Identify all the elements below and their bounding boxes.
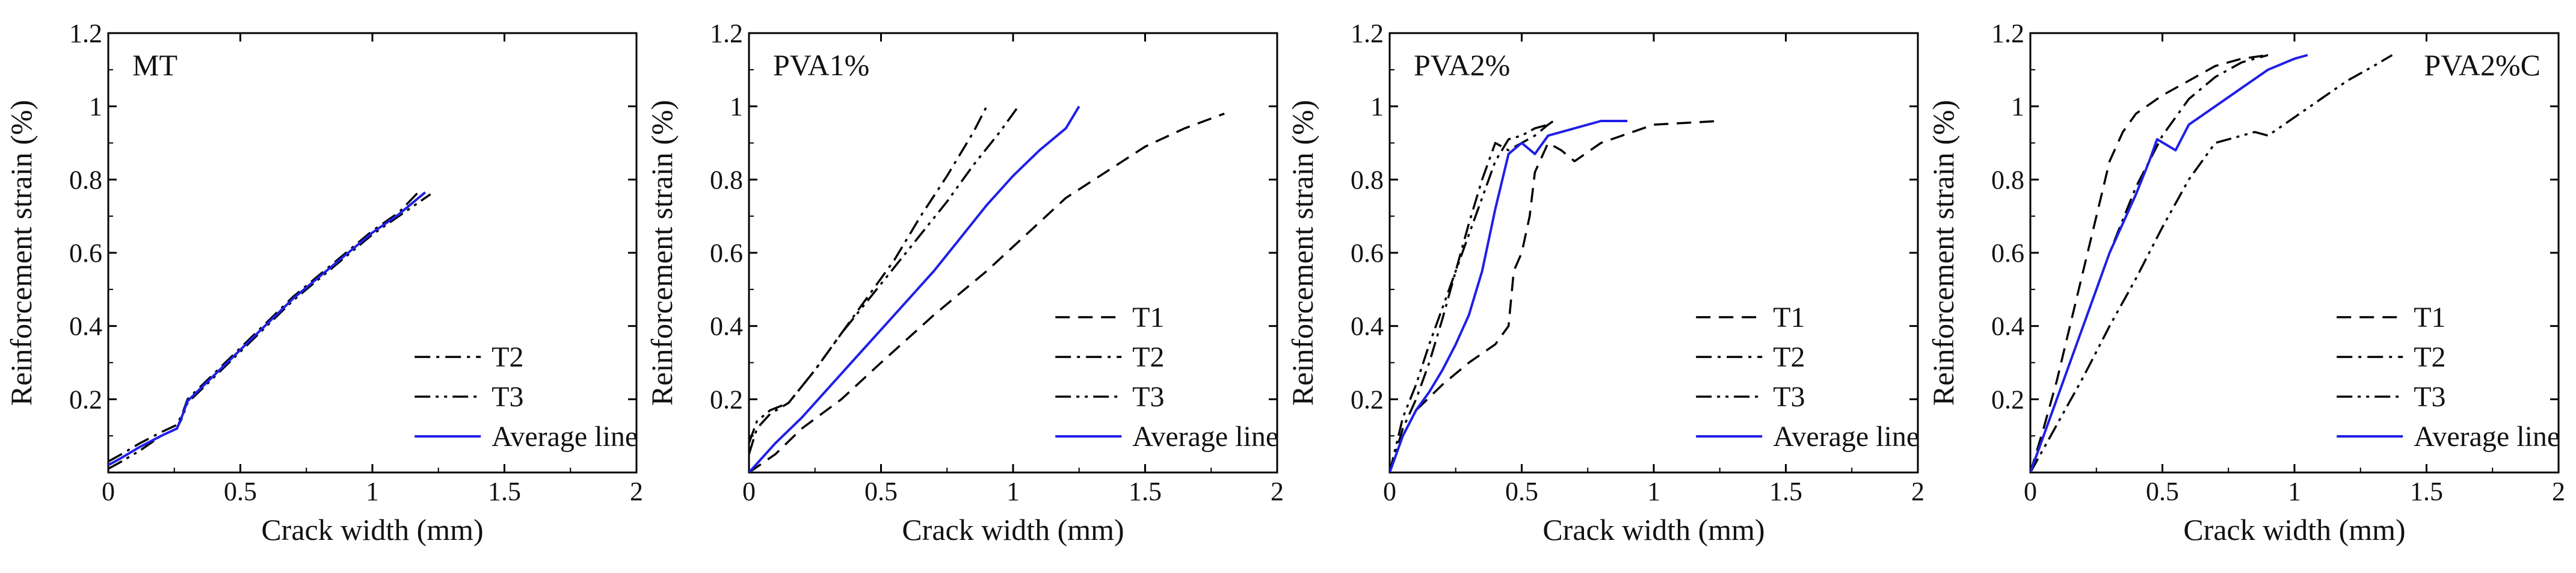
y-tick-label: 1 <box>730 92 743 122</box>
series-line-t1 <box>1390 120 1720 472</box>
legend-label: T2 <box>2414 341 2445 373</box>
series-line-t3 <box>108 193 431 470</box>
y-tick-label: 0.8 <box>1351 165 1384 194</box>
x-axis-label: Crack width (mm) <box>902 513 1124 547</box>
series-line-t2 <box>1390 120 1555 472</box>
legend-label: Average line <box>1773 421 1919 453</box>
x-tick-label: 1 <box>1647 477 1660 506</box>
y-axis-label: Reinforcement strain (%) <box>1286 100 1319 406</box>
y-axis-label: Reinforcement strain (%) <box>1926 100 1960 406</box>
legend-label: T2 <box>491 341 523 373</box>
chart-panel-4: 0 0.5 1 1.5 2 0.2 0.4 0.6 0.8 1 1.2 Crack width (mm… <box>1926 19 2565 547</box>
x-axis-label: Crack width (mm) <box>1542 513 1764 547</box>
y-tick-label: 0.4 <box>1351 312 1384 341</box>
x-tick-label: 2 <box>630 477 643 506</box>
series-line-average-line <box>1390 120 1628 472</box>
x-tick-label: 0.5 <box>864 477 898 506</box>
legend-label: Average line <box>1132 421 1278 453</box>
y-tick-label: 1 <box>89 92 102 122</box>
x-tick-label: 0.5 <box>2146 477 2179 506</box>
y-tick-label: 0.4 <box>69 312 102 341</box>
series-line-average-line <box>2030 54 2308 472</box>
y-tick-label: 0.8 <box>710 165 743 194</box>
series-line-t1 <box>2030 54 2269 472</box>
x-tick-label: 0 <box>2024 477 2037 506</box>
x-tick-label: 0 <box>742 477 756 506</box>
series-line-t3 <box>1390 123 1548 472</box>
x-tick-label: 0.5 <box>1505 477 1538 506</box>
chart-panel-3: 0 0.5 1 1.5 2 0.2 0.4 0.6 0.8 1 1.2 Crack width (mm… <box>1286 19 1924 547</box>
chart-panel-1: 0 0.5 1 1.5 2 0.2 0.4 0.6 0.8 1 1.2 Crack width (mm… <box>4 19 643 547</box>
panel-title: PVA2% <box>1414 48 1510 82</box>
legend-label: T3 <box>491 381 523 413</box>
y-tick-label: 0.4 <box>1991 312 2024 341</box>
legend-label: T3 <box>2414 381 2445 413</box>
y-tick-label: 1.2 <box>1991 19 2024 48</box>
legend-label: T2 <box>1773 341 1805 373</box>
y-tick-label: 0.2 <box>69 385 102 414</box>
y-tick-label: 0.6 <box>710 238 743 268</box>
legend-label: T3 <box>1773 381 1805 413</box>
plot-frame <box>748 32 1278 474</box>
series-line-average-line <box>108 191 427 466</box>
y-tick-label: 1 <box>1370 92 1384 122</box>
series-line-t2 <box>108 190 421 463</box>
legend-label: T1 <box>1132 302 1164 333</box>
x-tick-label: 1 <box>366 477 379 506</box>
series-line-t3 <box>749 105 1020 444</box>
y-tick-label: 0.4 <box>710 312 743 341</box>
y-tick-label: 0.6 <box>1991 238 2024 268</box>
x-tick-label: 0 <box>1383 477 1396 506</box>
x-axis-label: Crack width (mm) <box>2183 513 2405 547</box>
y-tick-label: 1.2 <box>710 19 743 48</box>
legend-label: T1 <box>2414 302 2445 333</box>
x-tick-label: 1 <box>2288 477 2301 506</box>
panel-title: MT <box>132 48 177 82</box>
x-tick-label: 1.5 <box>1769 477 1802 506</box>
x-tick-label: 1.5 <box>2410 477 2443 506</box>
y-tick-label: 0.8 <box>1991 165 2024 194</box>
series-line-t2 <box>749 105 988 455</box>
series-line-average-line <box>749 105 1080 472</box>
chart-panel-2: 0 0.5 1 1.5 2 0.2 0.4 0.6 0.8 1 1.2 Crack width (mm… <box>645 19 1284 547</box>
legend-label: T1 <box>1773 302 1805 333</box>
series-line-t2 <box>2030 54 2269 472</box>
plot-frame <box>107 32 638 474</box>
y-tick-label: 0.2 <box>1351 385 1384 414</box>
y-tick-label: 0.6 <box>1351 238 1384 268</box>
y-tick-label: 1.2 <box>69 19 102 48</box>
legend-label: T2 <box>1132 341 1164 373</box>
series-line-t3 <box>2030 54 2393 472</box>
series-line-t1 <box>749 113 1225 472</box>
x-tick-label: 2 <box>2552 477 2565 506</box>
x-tick-label: 0.5 <box>224 477 257 506</box>
panel-title: PVA2%C <box>2424 48 2541 82</box>
legend-label: Average line <box>491 421 638 453</box>
y-tick-label: 1.2 <box>1351 19 1384 48</box>
panel-title: PVA1% <box>773 48 869 82</box>
y-axis-label: Reinforcement strain (%) <box>645 100 679 406</box>
plot-frame <box>1388 32 1919 474</box>
y-axis-label: Reinforcement strain (%) <box>4 100 38 406</box>
x-tick-label: 1.5 <box>488 477 521 506</box>
y-tick-label: 1 <box>2011 92 2024 122</box>
y-tick-label: 0.2 <box>710 385 743 414</box>
y-tick-label: 0.8 <box>69 165 102 194</box>
x-axis-label: Crack width (mm) <box>261 513 483 547</box>
x-tick-label: 0 <box>102 477 115 506</box>
legend-label: T3 <box>1132 381 1164 413</box>
y-tick-label: 0.6 <box>69 238 102 268</box>
y-tick-label: 0.2 <box>1991 385 2024 414</box>
x-tick-label: 2 <box>1911 477 1924 506</box>
legend-label: Average line <box>2414 421 2560 453</box>
x-tick-label: 1 <box>1006 477 1020 506</box>
x-tick-label: 2 <box>1271 477 1284 506</box>
x-tick-label: 1.5 <box>1129 477 1162 506</box>
